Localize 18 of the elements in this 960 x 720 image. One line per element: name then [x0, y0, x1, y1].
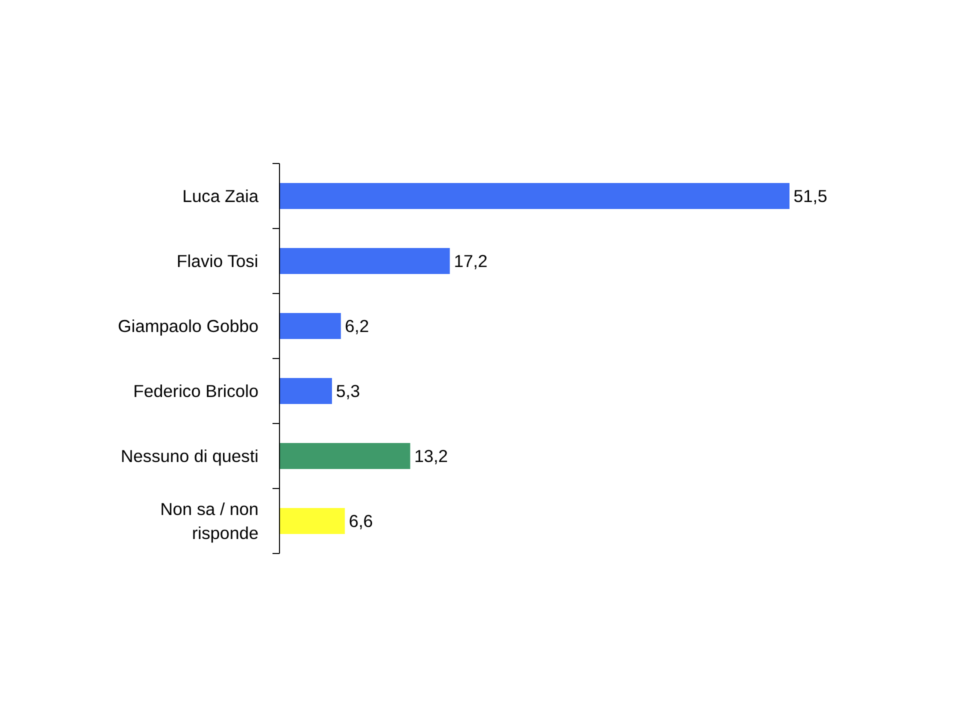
bar [280, 313, 341, 339]
data-label: 5,3 [336, 381, 360, 401]
data-label: 6,6 [348, 511, 373, 531]
y-tick-label: Giampaolo Gobbo [118, 316, 258, 336]
y-tick-label: Nessuno di questi [120, 446, 259, 466]
data-label: 51,5 [794, 186, 828, 206]
bar [280, 508, 345, 534]
y-tick-label: Federico Bricolo [133, 381, 259, 401]
y-tick-label: Non sa / non risponde [160, 499, 259, 543]
y-tick-label: Luca Zaia [182, 186, 259, 206]
data-label: 17,2 [454, 251, 488, 271]
y-tick-label: Flavio Tosi [176, 251, 258, 271]
bar [280, 443, 410, 469]
bar [280, 248, 450, 274]
bar [280, 183, 790, 209]
data-label: 13,2 [414, 446, 448, 466]
data-label: 6,2 [344, 316, 369, 336]
bar [280, 378, 332, 404]
